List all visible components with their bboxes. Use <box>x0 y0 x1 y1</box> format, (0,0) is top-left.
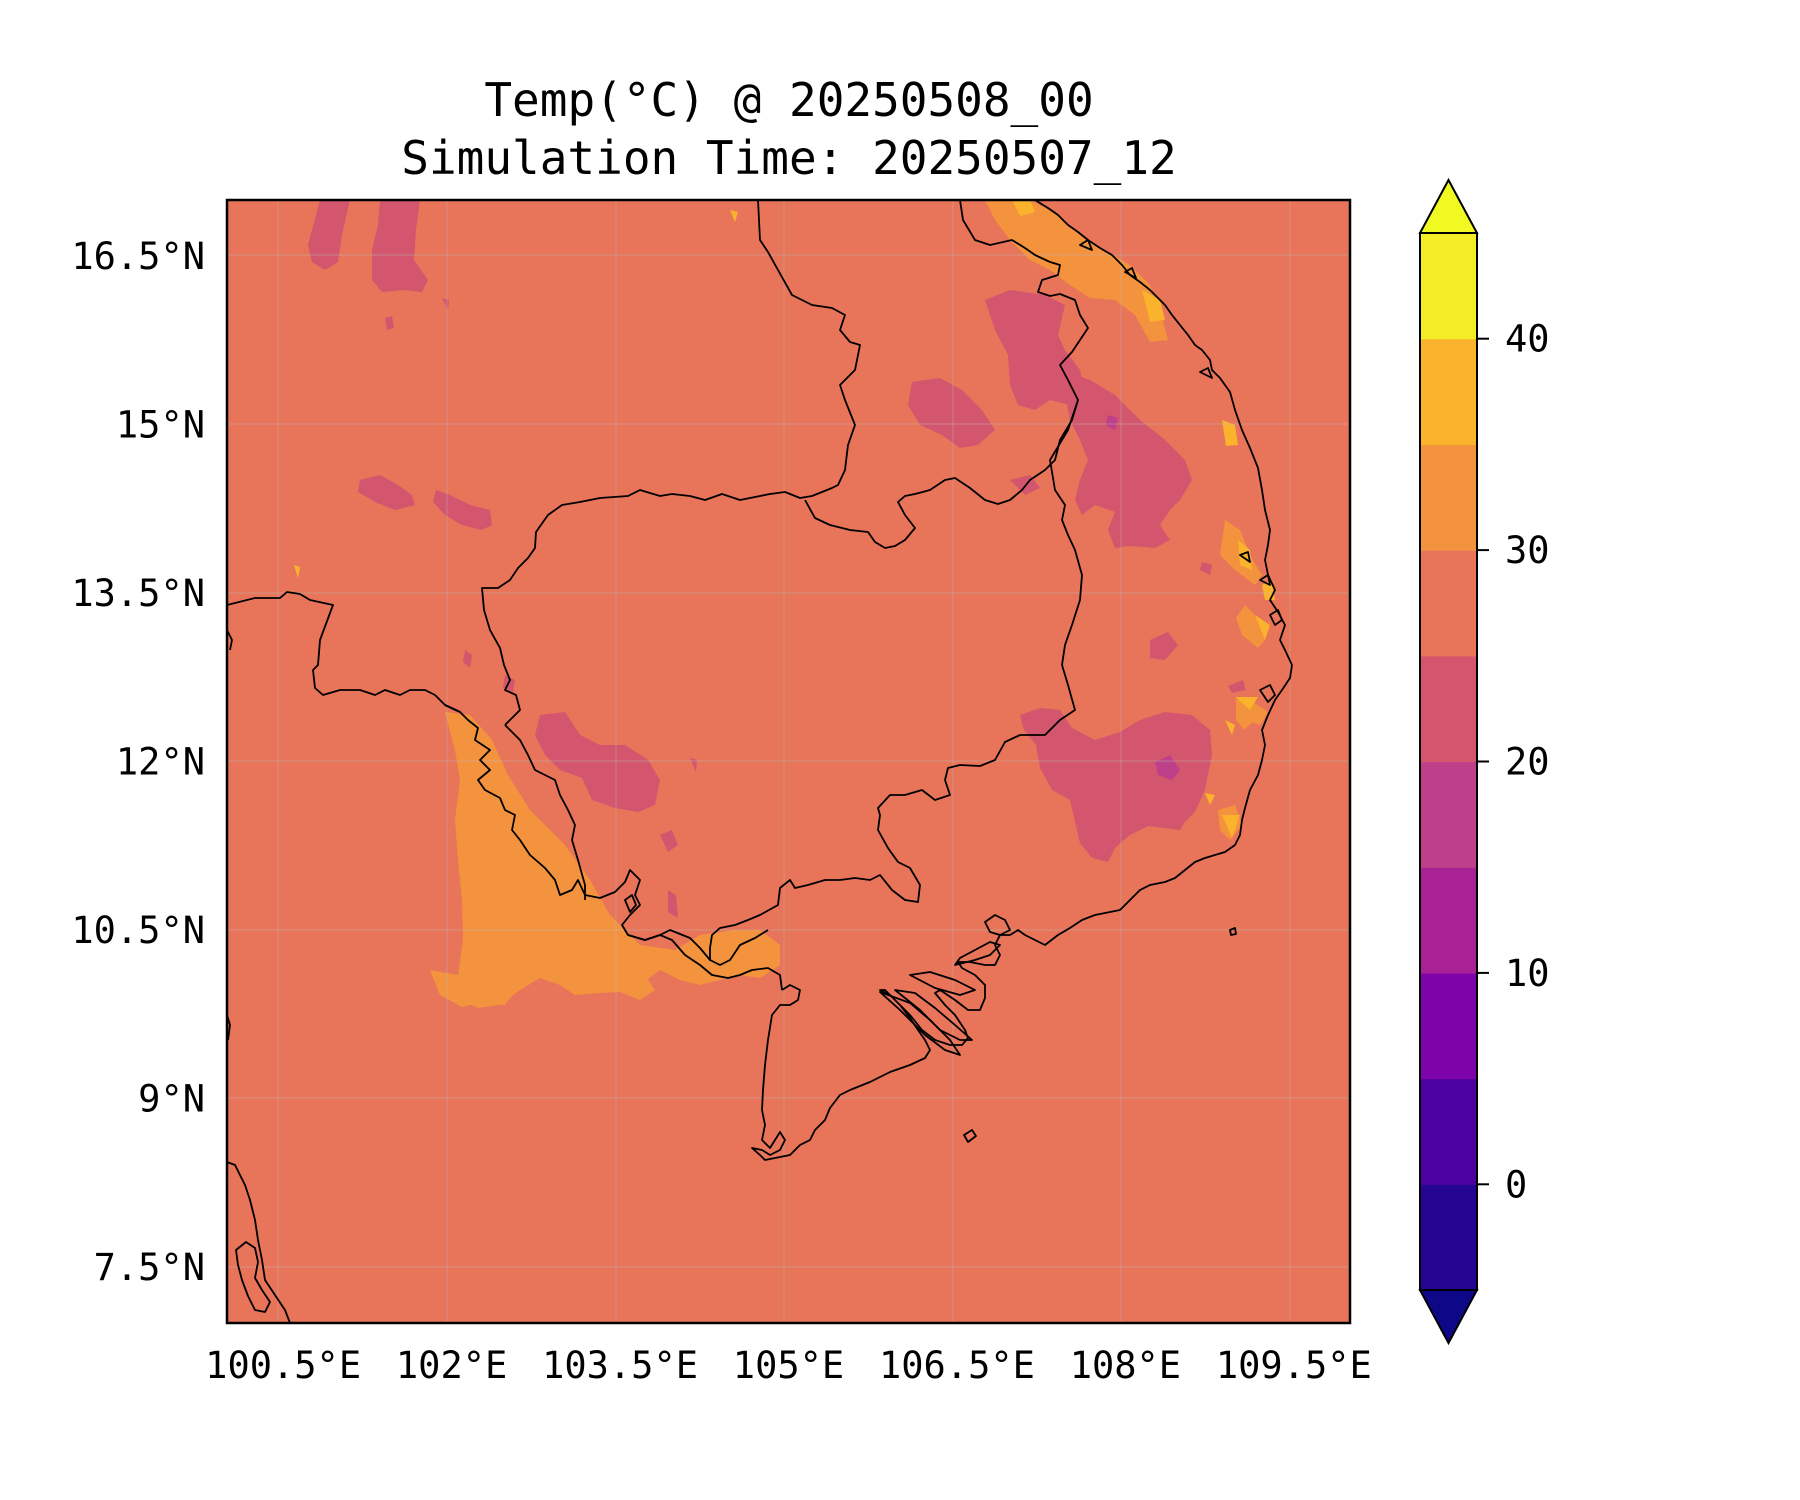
map-title-line2: Simulation Time: 20250507_12 <box>401 131 1176 185</box>
field-cool-zone-nw-4 <box>442 298 449 310</box>
map-title-line1: Temp(°C) @ 20250508_00 <box>484 73 1093 127</box>
island-phu-quoc <box>624 894 637 913</box>
border-cambodia-vietnam <box>709 399 1083 960</box>
field-hot-spot-2 <box>1142 290 1165 322</box>
y-tick-label: 16.5°N <box>71 235 205 278</box>
coastline-vietnam-bays <box>1079 239 1283 703</box>
x-tick-label: 105°E <box>733 1344 844 1387</box>
island-spratly <box>1229 927 1237 936</box>
y-axis-ticks: 16.5°N 15°N 13.5°N 12°N 10.5°N 9°N 7.5°N <box>71 235 205 1289</box>
colorbar: 0 10 20 30 40 <box>1418 177 1550 1346</box>
field-cool-zone-thai-2 <box>433 490 492 530</box>
x-axis-ticks: 100.5°E 102°E 103.5°E 105°E 106.5°E 108°E 109.… <box>205 1344 1372 1387</box>
field-vietnam-coast-warm-zone-south <box>1236 605 1265 648</box>
field-cooler-spot-1 <box>1155 755 1180 780</box>
field-hot-spot-10 <box>730 210 738 222</box>
colorbar-segment <box>1420 444 1477 551</box>
coastline-thailand-west-edge <box>227 629 233 651</box>
y-tick-label: 13.5°N <box>71 572 205 615</box>
y-tick-label: 15°N <box>116 404 205 447</box>
x-tick-label: 106.5°E <box>879 1344 1035 1387</box>
border-thailand-cambodia-south <box>504 724 586 900</box>
colorbar-segment <box>1420 550 1477 657</box>
border-laos-cambodia-vietnam <box>804 200 1089 549</box>
field-cool-zone-nw-3 <box>385 316 394 330</box>
colorbar-tick-label: 30 <box>1505 529 1550 572</box>
field-cool-zone-coast-small-2 <box>1228 680 1246 693</box>
x-tick-label: 100.5°E <box>205 1344 361 1387</box>
field-vietnam-coast-warm-zone-north <box>985 200 1168 342</box>
colorbar-segment <box>1420 972 1477 1080</box>
field-gulf-warm-zone <box>430 712 780 1007</box>
field-cool-zone-nw-1 <box>308 200 350 270</box>
field-cool-zone-laos-1 <box>908 378 995 448</box>
field-cool-zone-cardamom-3 <box>668 890 678 918</box>
field-cool-zone-gialai-small <box>1150 632 1178 660</box>
colorbar-segment <box>1420 233 1477 340</box>
gridlines <box>227 200 1350 1323</box>
saigon-river-mouth <box>984 914 1011 936</box>
coastline-malay-peninsula <box>227 1161 291 1323</box>
field-cool-zone-cardamom <box>535 712 660 812</box>
field-hot-spot-11 <box>1205 793 1215 805</box>
field-hot-spot-4 <box>1238 540 1252 570</box>
y-tick-label: 9°N <box>138 1077 205 1120</box>
field-cool-zone-daklak <box>1020 708 1212 862</box>
field-hot-spot-9 <box>294 565 300 578</box>
y-tick-label: 7.5°N <box>94 1246 205 1289</box>
field-cool-zone-thai-3 <box>463 650 472 668</box>
field-gulf-warm-zone-south <box>460 955 655 1008</box>
x-tick-label: 102°E <box>396 1344 507 1387</box>
field-cool-zone-cardamom-2 <box>660 830 678 852</box>
mekong-estuary-4 <box>954 941 1001 966</box>
field-cool-zone-nw-2 <box>372 200 428 292</box>
field-hot-spot-1 <box>1012 200 1035 216</box>
coastline-cambodia <box>627 934 783 991</box>
colorbar-extend-max <box>1418 177 1479 234</box>
mekong-estuary-2 <box>894 989 973 1041</box>
colorbar-tick-label: 10 <box>1505 952 1550 995</box>
field-hot-spot-7 <box>1225 720 1235 735</box>
map-frame <box>225 198 1352 1325</box>
field-hot-spot-8 <box>1222 815 1240 838</box>
field-cool-zone-kontum <box>1062 370 1192 548</box>
colorbar-segment <box>1420 338 1477 445</box>
mekong-estuary-3 <box>909 971 976 996</box>
island-con-dao <box>963 1129 977 1143</box>
field-cool-zone-cardamom-4 <box>690 758 697 772</box>
field-hot-spot-5 <box>1255 615 1270 640</box>
x-tick-label: 109.5°E <box>1216 1344 1372 1387</box>
colorbar-segment <box>1420 1078 1477 1185</box>
border-laos-thailand-cambodia <box>481 200 861 726</box>
coastline-vietnam-mekong-delta <box>751 664 1293 1161</box>
colorbar-segment <box>1420 655 1477 763</box>
colorbar-tick-label: 40 <box>1505 318 1550 361</box>
coastline-vietnam-central <box>1034 200 1293 666</box>
x-tick-label: 103.5°E <box>542 1344 698 1387</box>
colorbar-segment <box>1420 761 1477 868</box>
field-cool-zone-coast-small-1 <box>1200 562 1212 575</box>
y-tick-label: 10.5°N <box>71 909 205 952</box>
colorbar-tick-label: 20 <box>1505 741 1550 784</box>
map-panel <box>227 200 1350 1323</box>
mekong-estuary-1 <box>879 991 961 1056</box>
field-cooler-spot-2 <box>1106 415 1118 430</box>
colorbar-segment <box>1420 867 1477 974</box>
colorbar-tick-label: 0 <box>1505 1163 1527 1206</box>
colorbar-extend-min <box>1418 1289 1479 1346</box>
coastline-thailand-gulf-east <box>444 704 769 966</box>
field-cool-zone-thai-1 <box>358 475 415 510</box>
x-tick-label: 108°E <box>1070 1344 1181 1387</box>
coastline-malay-island <box>235 1241 271 1313</box>
colorbar-segment <box>1420 1184 1477 1291</box>
field-cool-zone-laos-2 <box>985 290 1085 410</box>
y-tick-label: 12°N <box>116 741 205 784</box>
coastlines-and-borders <box>227 200 1293 1323</box>
coastline-thailand-west <box>227 591 461 713</box>
field-hot-spot-3 <box>1222 420 1238 446</box>
field-hot-spot-6 <box>1235 697 1258 710</box>
